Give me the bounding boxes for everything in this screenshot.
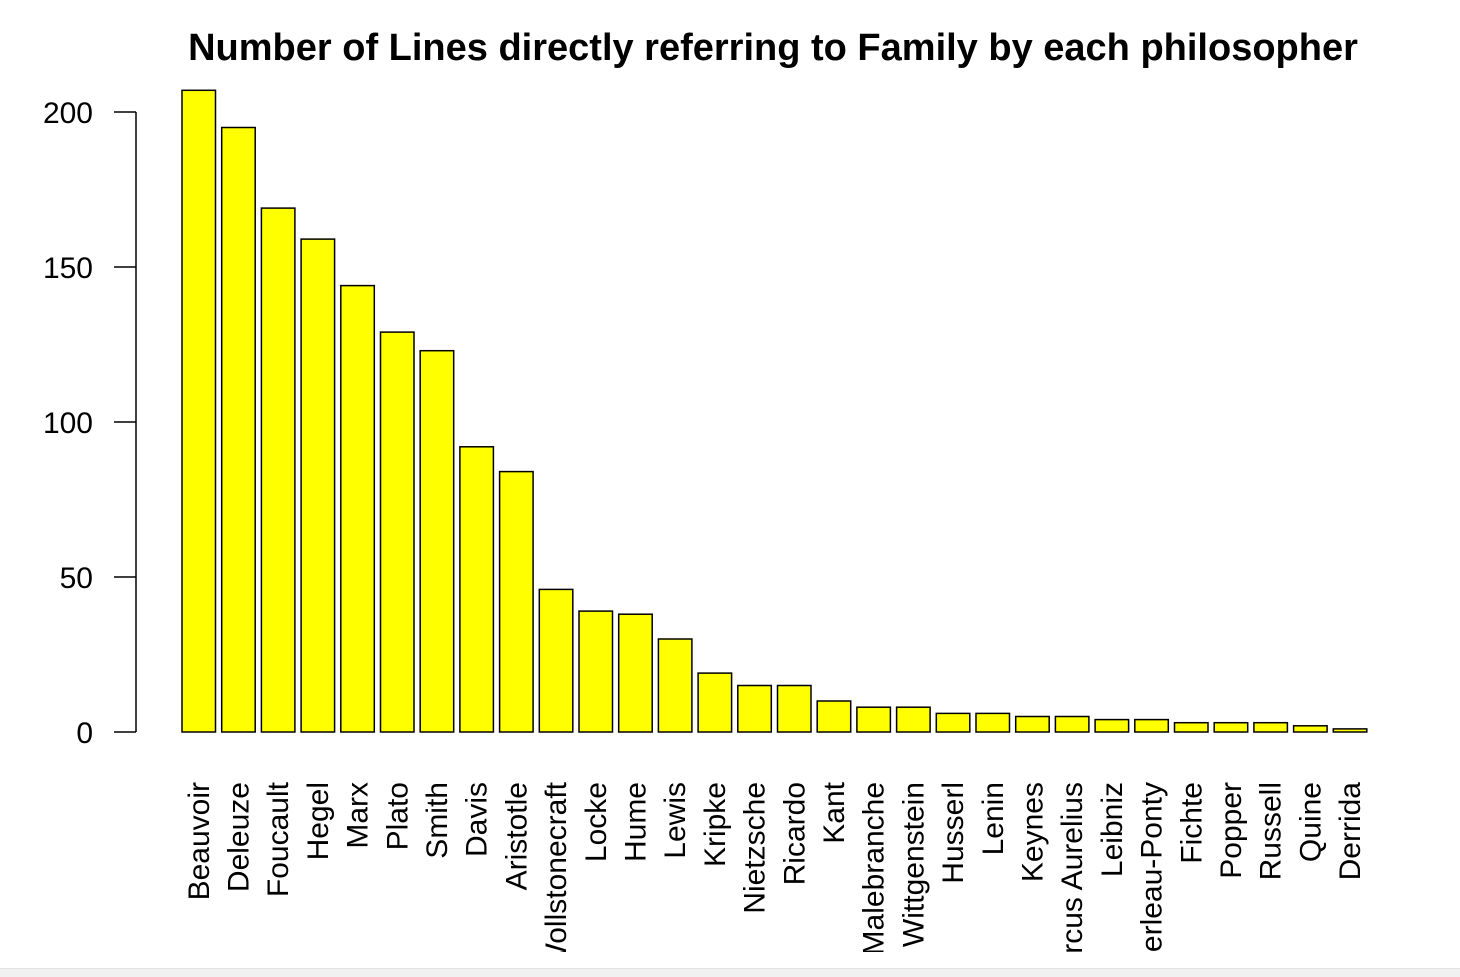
bar-lenin [975,712,1011,733]
bar-beauvoir [181,89,217,733]
x-tick-label: Ricardo [778,782,811,885]
bar-merleau-ponty [1134,718,1170,733]
bar-wittgenstein [895,706,931,733]
y-tick-label: 0 [76,717,93,750]
x-tick-label: Smith [421,782,454,859]
x-tick-label: Hume [619,782,652,862]
bar-locke [578,610,614,733]
x-tick-label: Locke [580,782,613,862]
bar-deleuze [220,126,256,733]
x-tick-label: Beauvoir [183,782,216,900]
x-tick-label: Plato [381,782,414,850]
bar-husserl [935,712,971,733]
bar-popper [1213,721,1249,733]
x-tick-label: Marcus Aurelius [1056,782,1089,976]
bar-smith [419,349,455,733]
x-tick-label: Keynes [1016,782,1049,882]
bar-foucault [260,207,296,733]
x-tick-label: Fichte [1175,782,1208,864]
x-tick-label: Kant [818,781,851,843]
bar-davis [459,446,495,733]
bar-hume [617,613,653,733]
bar-marcus-aurelius [1054,715,1090,733]
bar-quine [1292,725,1328,733]
bar-malebranche [856,706,892,733]
x-tick-label: Derrida [1334,782,1367,881]
x-tick-label: Husserl [937,782,970,884]
y-tick-label: 100 [43,407,93,440]
bar-kripke [697,672,733,733]
bars [181,89,1368,733]
x-tick-label: Lenin [977,782,1010,855]
bar-wollstonecraft [538,588,574,733]
x-tick-label: Popper [1215,782,1248,879]
bar-kant [816,700,852,733]
x-tick-label: Leibniz [1096,782,1129,877]
x-tick-label: Nietzsche [739,782,772,914]
bar-nietzsche [737,684,773,733]
x-tick-label: Foucault [262,781,295,897]
x-tick-label: Russell [1255,782,1288,880]
x-tick-label: Deleuze [222,782,255,892]
x-tick-label: Merleau-Ponty [1136,782,1169,976]
x-tick-label: Wittgenstein [897,782,930,947]
bar-aristotle [498,470,534,733]
x-tick-label: Hegel [302,782,335,860]
bar-fichte [1173,721,1209,733]
y-tick-label: 50 [60,562,93,595]
x-tick-label: Aristotle [500,782,533,890]
chart-title: Number of Lines directly referring to Fa… [188,27,1358,69]
y-tick-label: 200 [43,97,93,130]
bar-ricardo [776,684,812,733]
x-tick-label: Kripke [699,782,732,867]
bar-plato [379,331,415,733]
bar-keynes [1014,715,1050,733]
x-tick-label: Davis [461,782,494,857]
bar-derrida [1332,728,1368,733]
bottom-strip [0,968,1460,977]
bar-leibniz [1094,718,1130,733]
x-tick-label: Malebranche [858,782,891,955]
bar-russell [1253,721,1289,733]
y-axis: 0 50 100 150 200 [43,97,137,750]
bar-hegel [300,238,336,733]
x-axis-labels: Beauvoir Deleuze Foucault Hegel Marx Plato Smi… [183,781,1367,976]
x-tick-label: Wollstonecraft [540,781,573,971]
x-tick-label: Quine [1294,782,1327,862]
x-tick-label: Marx [342,782,375,849]
y-tick-label: 150 [43,252,93,285]
bar-lewis [657,638,693,733]
x-tick-label: Lewis [659,782,692,859]
bar-marx [340,284,376,733]
